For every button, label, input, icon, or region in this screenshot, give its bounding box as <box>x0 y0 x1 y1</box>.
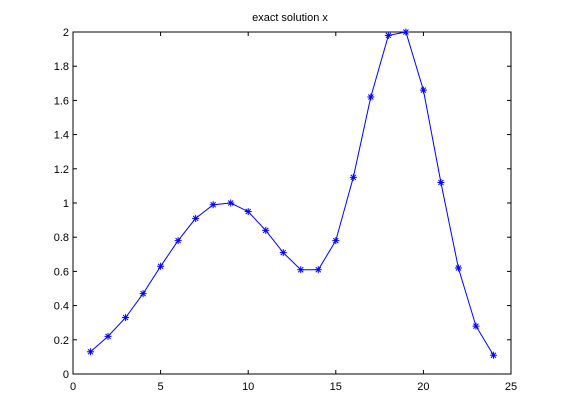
data-point <box>385 32 392 39</box>
y-tick-label: 0.2 <box>54 335 69 347</box>
y-tick-label: 0.4 <box>54 301 69 313</box>
y-tick-label: 2 <box>63 27 69 39</box>
y-tick-label: 1.2 <box>54 164 69 176</box>
data-point <box>490 352 497 359</box>
data-point <box>402 29 409 36</box>
data-point <box>437 179 444 186</box>
data-point <box>140 290 147 297</box>
data-point <box>280 249 287 256</box>
data-point <box>420 87 427 94</box>
data-point <box>210 201 217 208</box>
data-point <box>332 237 339 244</box>
data-point <box>245 208 252 215</box>
data-point <box>297 266 304 273</box>
data-point <box>87 348 94 355</box>
y-tick-label: 0.8 <box>54 232 69 244</box>
y-tick-label: 0 <box>63 369 69 381</box>
x-tick-label: 0 <box>70 381 76 393</box>
x-tick-label: 10 <box>242 381 254 393</box>
y-tick-label: 1.8 <box>54 61 69 73</box>
data-point <box>350 174 357 181</box>
data-point <box>192 215 199 222</box>
data-point <box>367 93 374 100</box>
data-point <box>122 314 129 321</box>
data-point <box>315 266 322 273</box>
y-tick-label: 1.4 <box>54 130 69 142</box>
data-point <box>105 333 112 340</box>
y-tick-label: 1.6 <box>54 95 69 107</box>
data-point <box>175 237 182 244</box>
chart-title: exact solution x <box>252 12 328 24</box>
y-tick-label: 1 <box>63 198 69 210</box>
data-point <box>157 263 164 270</box>
data-point <box>227 200 234 207</box>
data-point <box>455 264 462 271</box>
x-tick-label: 15 <box>330 381 342 393</box>
data-point <box>472 323 479 330</box>
x-tick-label: 5 <box>158 381 164 393</box>
y-tick-label: 0.6 <box>54 266 69 278</box>
x-tick-label: 20 <box>417 381 429 393</box>
data-point <box>262 227 269 234</box>
x-tick-label: 25 <box>505 381 517 393</box>
